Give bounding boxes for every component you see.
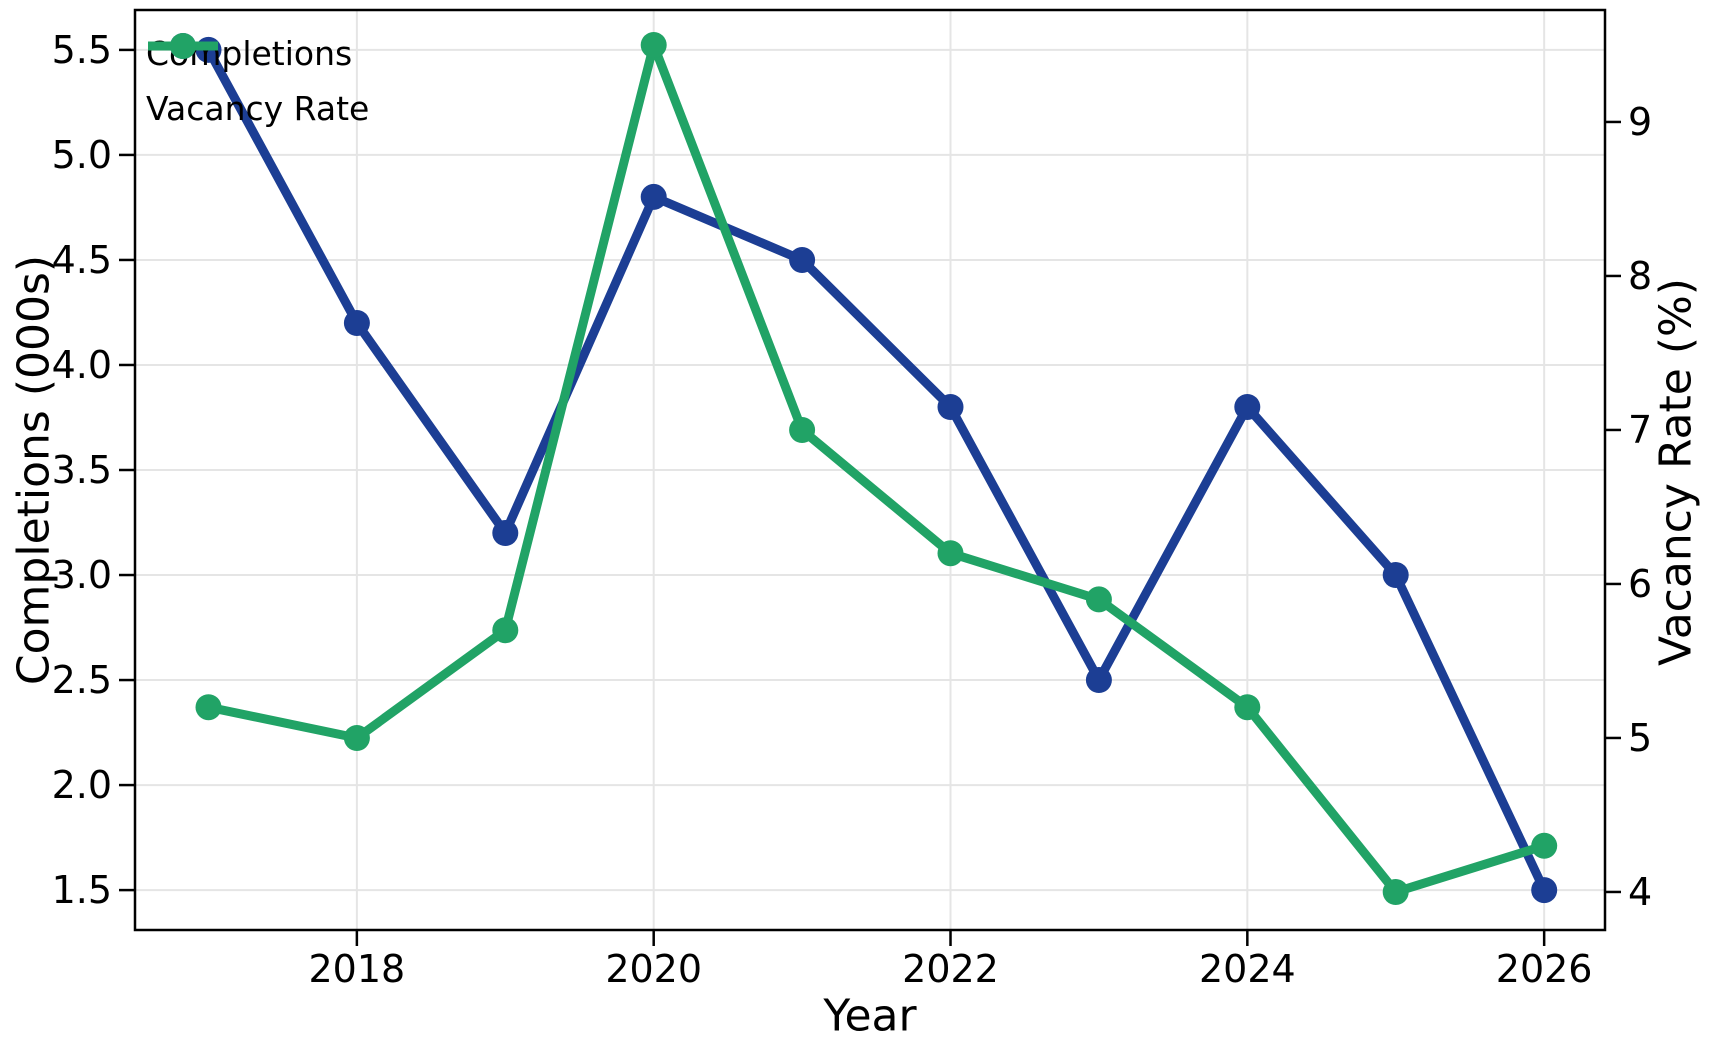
data-point-completions-2020 [640,183,667,210]
data-point-vacancy-rate-2018 [343,725,370,751]
data-point-completions-2023 [1085,667,1112,693]
y-right-tick-label: 4 [1628,870,1652,914]
y-left-tick-label: 5.5 [52,28,112,72]
x-tick-label: 2020 [605,947,702,991]
legend-item-vacancy-rate: Vacancy Rate [146,33,370,129]
y-right-tick-label: 6 [1628,562,1652,606]
y-right-tick-label: 8 [1628,254,1652,298]
y-left-tick-label: 4.0 [52,343,112,387]
y-left-tick-label: 2.0 [52,763,112,807]
data-point-vacancy-rate-2025 [1382,879,1409,905]
series-line-completions [204,45,1549,895]
data-point-completions-2018 [343,310,370,336]
data-point-vacancy-rate-2023 [1085,586,1112,613]
data-point-completions-2026 [1531,877,1558,904]
series-line-vacancy-rate [204,40,1549,897]
data-point-completions-2024 [1234,394,1261,420]
y-left-tick-label: 3.0 [52,553,112,597]
data-point-completions-2025 [1382,562,1409,588]
y-left-tick-label: 1.5 [52,868,112,912]
data-point-vacancy-rate-2019 [492,617,519,644]
y-right-tick-label: 5 [1628,716,1652,760]
y-right-tick-label: 7 [1628,408,1652,452]
x-tick-label: 2018 [309,947,406,991]
y-left-tick-label: 4.5 [52,238,112,282]
x-tick-label: 2024 [1199,947,1296,991]
data-point-completions-2022 [937,394,964,420]
x-tick-label: 2022 [902,947,999,991]
y-axis-label-left: Completions (000s) [8,254,60,686]
y-right-tick-label: 9 [1628,100,1652,144]
data-point-vacancy-rate-2026 [1531,832,1558,859]
legend-label-vacancy-rate: Vacancy Rate [146,88,370,128]
data-point-completions-2021 [789,247,816,273]
data-point-vacancy-rate-2021 [789,417,816,443]
data-point-vacancy-rate-2020 [640,32,667,58]
y-left-tick-label: 5.0 [52,133,112,177]
data-point-completions-2019 [492,520,519,546]
data-point-vacancy-rate-2022 [937,540,964,567]
data-point-vacancy-rate-2024 [1234,694,1261,721]
x-axis-label: Year [823,990,917,1042]
legend-line-vacancy-icon [148,33,218,59]
data-point-vacancy-rate-2017 [195,694,222,721]
y-axis-label-right: Vacancy Rate (%) [1650,278,1702,666]
y-left-tick-label: 2.5 [52,658,112,702]
x-tick-label: 2026 [1496,947,1593,991]
y-left-tick-label: 3.5 [52,448,112,492]
legend: Completions Vacancy Rate [146,32,369,129]
